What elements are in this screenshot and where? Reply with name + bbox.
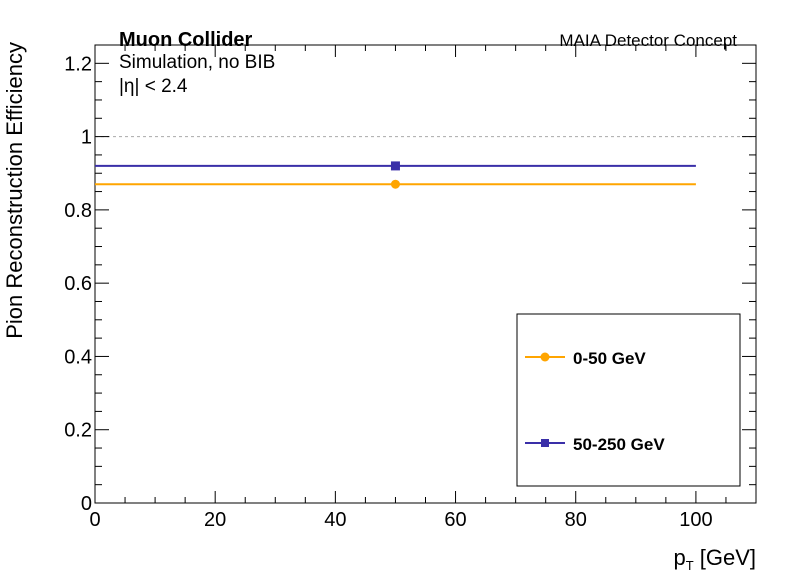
simulation-label: Simulation, no BIB <box>119 52 275 73</box>
x-axis-title-unit: [GeV] <box>694 545 756 570</box>
series-1-point <box>390 161 400 171</box>
series-0-point <box>390 179 400 189</box>
y-tick-label: 1.2 <box>64 53 92 75</box>
x-tick-label: 100 <box>679 509 712 531</box>
y-tick-label: 1 <box>81 127 92 149</box>
legend-marker-series-0 <box>540 352 550 362</box>
y-tick-label: 0.2 <box>64 420 92 442</box>
x-axis-title: pT [GeV] <box>673 545 756 572</box>
legend-box <box>516 313 741 487</box>
legend-label-series-1: 50-250 GeV <box>573 435 665 454</box>
y-tick-label: 0.6 <box>64 273 92 295</box>
legend-label-series-0: 0-50 GeV <box>573 349 646 368</box>
y-tick-label: 0.4 <box>64 346 92 368</box>
x-axis-title-main: p <box>673 545 685 570</box>
detector-label: MAIA Detector Concept <box>559 31 737 50</box>
x-tick-label: 80 <box>565 509 587 531</box>
eta-cut-label: |η| < 2.4 <box>119 76 188 97</box>
y-tick-label: 0.8 <box>64 200 92 222</box>
legend: 0-50 GeV 50-250 GeV <box>516 313 741 487</box>
x-tick-label: 60 <box>444 509 466 531</box>
x-tick-label: 40 <box>324 509 346 531</box>
y-tick-label: 0 <box>81 493 92 515</box>
x-tick-label: 20 <box>204 509 226 531</box>
legend-marker-series-1 <box>541 439 549 447</box>
experiment-label: Muon Collider <box>119 29 253 51</box>
x-tick-label: 0 <box>89 509 100 531</box>
y-axis-title: Pion Reconstruction Efficiency <box>2 42 27 339</box>
x-axis-title-sub: T <box>686 558 694 572</box>
